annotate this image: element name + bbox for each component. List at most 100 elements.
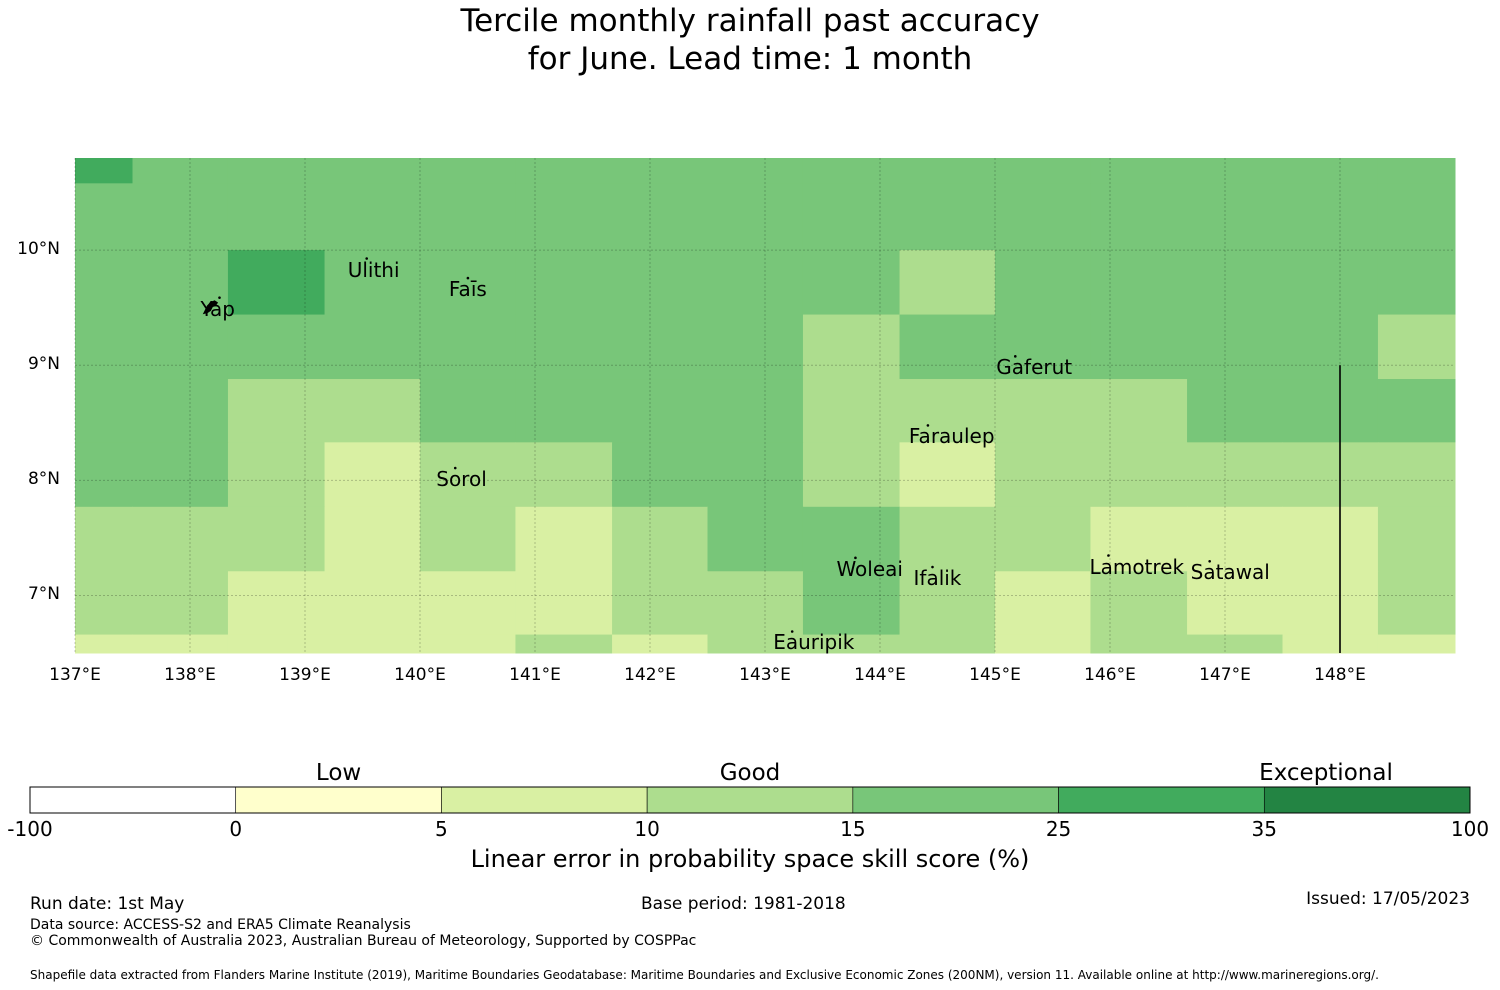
grid-cell: [612, 506, 708, 572]
longitude-tick-label: 148°E: [1314, 665, 1366, 685]
place-label: Lamotrek: [1089, 554, 1185, 579]
grid-cell: [227, 379, 326, 443]
skill-grid: [75, 158, 1456, 654]
grid-cell: [132, 571, 229, 636]
title-line-1: Tercile monthly rainfall past accuracy: [460, 3, 1040, 39]
longitude-tick-label: 145°E: [969, 665, 1021, 685]
grid-cell: [995, 442, 1091, 508]
grid-cell: [1090, 379, 1188, 443]
grid-cell: [1090, 314, 1188, 380]
grid-cell: [707, 379, 804, 443]
grid-cell: [515, 250, 613, 316]
grid-cell: [1377, 571, 1456, 636]
grid-cell: [707, 506, 804, 572]
island-dot: [453, 466, 457, 470]
longitude-tick-label: 146°E: [1084, 665, 1136, 685]
grid-cell: [899, 183, 996, 251]
grid-cell: [802, 314, 901, 380]
grid-cell: [324, 183, 421, 251]
grid-cell: [1187, 314, 1283, 380]
grid-cell: [420, 250, 516, 316]
grid-cell: [1187, 379, 1283, 443]
grid-cell: [132, 506, 229, 572]
place-label: Faraulep: [908, 424, 995, 449]
place-label: Yap: [200, 296, 235, 321]
grid-cell: [802, 634, 901, 654]
colorbar-tick-label: 10: [634, 817, 660, 841]
grid-cell: [515, 442, 613, 508]
place-label: Woleai: [836, 556, 903, 581]
grid-cell: [75, 183, 133, 251]
grid-cell: [1377, 314, 1456, 380]
longitude-tick-label: 144°E: [854, 665, 906, 685]
yap-island-shape: [202, 300, 219, 315]
colorbar-segment: [1058, 786, 1265, 814]
grid-cell: [899, 571, 996, 636]
grid-cell: [420, 158, 516, 184]
island-dot: [854, 556, 857, 560]
island-dot: [790, 630, 794, 633]
colorbar-category-label: Exceptional: [1259, 760, 1393, 786]
grid-cell: [75, 158, 133, 184]
issued-date: Issued: 17/05/2023: [1306, 889, 1470, 909]
grid-cell: [707, 158, 804, 184]
grid-cell: [132, 634, 229, 654]
graticule: [74, 158, 1455, 653]
grid-cell: [75, 506, 133, 572]
colorbar-tick-label: 35: [1251, 817, 1278, 841]
grid-cell: [995, 183, 1091, 251]
grid-cell: [612, 379, 708, 443]
longitude-tick-label: 140°E: [394, 665, 446, 685]
grid-cell: [132, 183, 229, 251]
place-label: Gaferut: [996, 355, 1073, 380]
grid-cell: [420, 506, 516, 572]
grid-cell: [899, 506, 996, 572]
base-period: Base period: 1981-2018: [641, 894, 846, 914]
grid-cell: [612, 442, 708, 508]
latitude-tick-label: 8°N: [27, 469, 60, 490]
grid-cell: [227, 634, 326, 654]
grid-cell: [75, 250, 133, 316]
grid-cell: [132, 314, 229, 380]
grid-cell: [802, 250, 901, 316]
map-title: Tercile monthly rainfall past accuracy f…: [0, 2, 1500, 78]
grid-cell: [995, 506, 1091, 572]
shapefile-credit: Shapefile data extracted from Flanders M…: [30, 968, 1379, 982]
longitude-tick-label: 143°E: [739, 665, 791, 685]
grid-cell: [420, 314, 516, 380]
grid-cell: [612, 183, 708, 251]
grid-cell: [707, 314, 804, 380]
grid-cell: [227, 158, 326, 184]
grid-cell: [324, 506, 421, 572]
grid-cell: [899, 314, 996, 380]
grid-cell: [515, 314, 613, 380]
grid-cell: [612, 314, 708, 380]
grid-cell: [1090, 506, 1188, 572]
grid-cell: [515, 571, 613, 636]
grid-cell: [707, 250, 804, 316]
grid-cell: [1090, 158, 1188, 184]
grid-cell: [1377, 442, 1456, 508]
grid-cell: [1282, 250, 1379, 316]
grid-cell: [707, 183, 804, 251]
grid-cell: [995, 571, 1091, 636]
grid-cell: [707, 442, 804, 508]
grid-cell: [1282, 158, 1379, 184]
longitude-tick-label: 138°E: [164, 665, 216, 685]
grid-cell: [324, 314, 421, 380]
grid-cell: [1187, 183, 1283, 251]
longitude-tick-label: 147°E: [1199, 665, 1251, 685]
grid-cell: [1282, 442, 1379, 508]
grid-cell: [707, 634, 804, 654]
grid-cell: [132, 442, 229, 508]
grid-cell: [1090, 250, 1188, 316]
grid-cell: [324, 158, 421, 184]
grid-cell: [1377, 250, 1456, 316]
grid-cell: [802, 158, 901, 184]
colorbar-category-label: Low: [315, 760, 362, 786]
grid-cell: [1377, 506, 1456, 572]
colorbar-segment: [646, 786, 854, 814]
grid-cell: [75, 442, 133, 508]
grid-cell: [802, 442, 901, 508]
colorbar-category-label: Good: [719, 760, 781, 786]
